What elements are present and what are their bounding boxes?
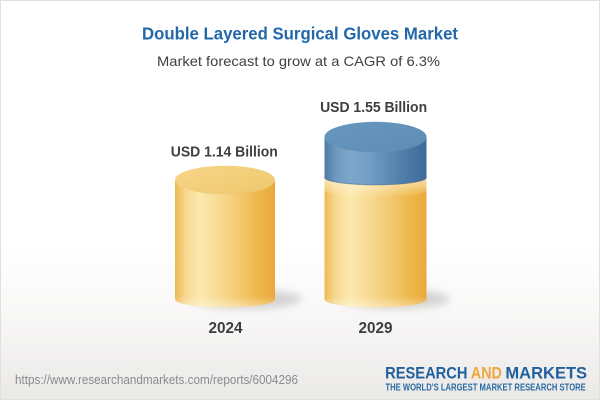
svg-text:THE WORLD'S LARGEST MARKET RES: THE WORLD'S LARGEST MARKET RESEARCH STOR… xyxy=(385,383,586,394)
svg-text:Market forecast to grow at a C: Market forecast to grow at a CAGR of 6.3… xyxy=(157,53,440,69)
svg-text:2029: 2029 xyxy=(359,320,393,337)
svg-text:MARKETS: MARKETS xyxy=(505,363,587,382)
svg-text:RESEARCH: RESEARCH xyxy=(385,363,467,382)
svg-text:AND: AND xyxy=(471,363,502,382)
svg-text:Double Layered Surgical Gloves: Double Layered Surgical Gloves Market xyxy=(142,23,458,43)
svg-text:https://www.researchandmarkets: https://www.researchandmarkets.com/repor… xyxy=(15,372,298,387)
svg-text:USD 1.14 Billion: USD 1.14 Billion xyxy=(171,144,278,160)
svg-text:USD 1.55 Billion: USD 1.55 Billion xyxy=(320,100,427,116)
svg-text:2024: 2024 xyxy=(209,320,243,337)
